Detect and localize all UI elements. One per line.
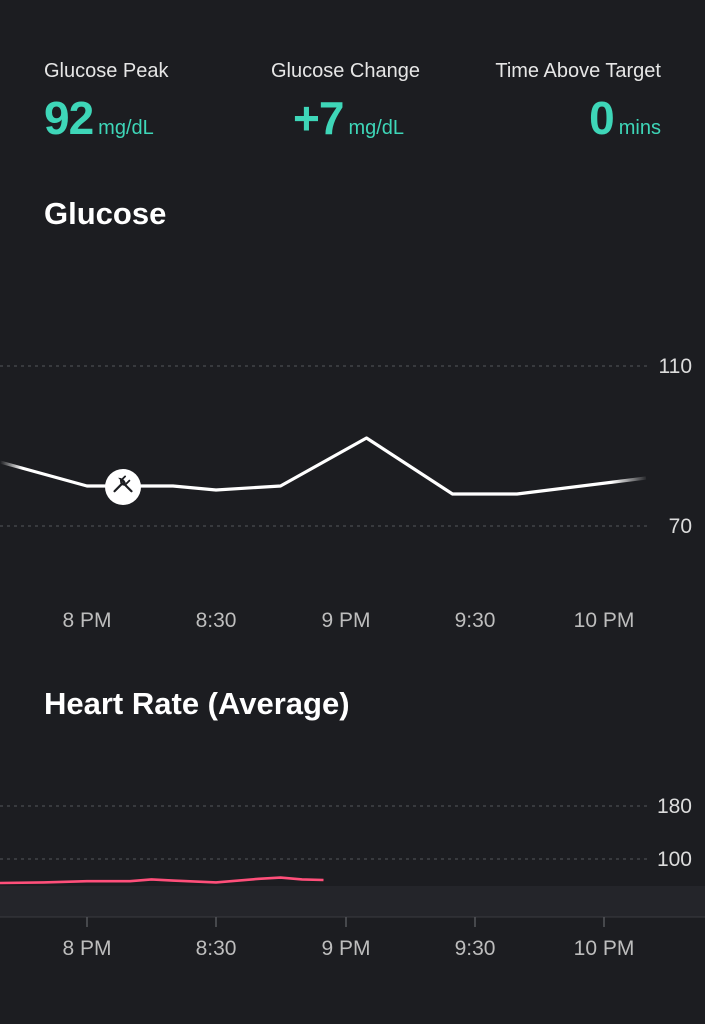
- heart-rate-x-tick-label: 9:30: [455, 937, 496, 960]
- heart-rate-series-line: [0, 876, 324, 885]
- glucose-x-tick-label: 10 PM: [574, 609, 635, 632]
- glucose-peak-label: Glucose Peak: [44, 60, 169, 82]
- glucose-x-tick-label: 8:30: [196, 609, 237, 632]
- time-above-target-value: 0 mins: [495, 91, 661, 145]
- meal-marker[interactable]: [105, 469, 141, 505]
- glucose-peak-unit: mg/dL: [98, 117, 154, 139]
- glucose-chart[interactable]: 110 70 8 PM 8:30 9 PM 9:30 10 PM: [0, 355, 692, 632]
- heart-rate-band: [0, 886, 705, 917]
- heart-rate-chart[interactable]: 180 100 8 PM 8:30 9 PM 9:30 10 PM: [0, 795, 705, 960]
- glucose-change-label: Glucose Change: [271, 60, 420, 82]
- time-above-target-label: Time Above Target: [495, 60, 661, 82]
- glucose-peak-stat: Glucose Peak 92 mg/dL: [44, 60, 169, 145]
- time-above-target-stat: Time Above Target 0 mins: [495, 60, 661, 145]
- time-above-target-unit: mins: [618, 117, 661, 139]
- heart-rate-y-tick-label: 180: [657, 795, 692, 818]
- glucose-change-stat: Glucose Change +7 mg/dL: [271, 60, 420, 145]
- glucose-y-tick-label: 110: [659, 355, 692, 378]
- glucose-x-tick-label: 9:30: [455, 609, 496, 632]
- glucose-x-tick-label: 8 PM: [62, 609, 111, 632]
- glucose-left-fade: [0, 440, 22, 500]
- knife-icon: [118, 477, 133, 493]
- glucose-right-fade: [612, 455, 648, 500]
- heart-rate-x-tick-label: 8:30: [196, 937, 237, 960]
- glucose-change-unit: mg/dL: [348, 117, 405, 139]
- glucose-change-value: +7 mg/dL: [293, 91, 420, 145]
- time-above-target-number: 0: [589, 92, 615, 144]
- glucose-series-line: [0, 436, 647, 496]
- glucose-section-title: Glucose: [44, 196, 167, 231]
- heart-rate-x-tick-label: 8 PM: [62, 937, 111, 960]
- glucose-peak-value: 92 mg/dL: [44, 91, 169, 145]
- heart-rate-x-tick-label: 9 PM: [321, 937, 370, 960]
- glucose-x-tick-label: 9 PM: [321, 609, 370, 632]
- heart-rate-x-tick-label: 10 PM: [574, 937, 635, 960]
- meal-marker-circle[interactable]: [105, 469, 141, 505]
- glucose-peak-number: 92: [44, 92, 94, 144]
- heart-rate-y-tick-label: 100: [657, 848, 692, 871]
- heart-rate-section-title: Heart Rate (Average): [44, 686, 350, 721]
- glucose-y-tick-label: 70: [669, 515, 692, 538]
- glucose-change-number: +7: [293, 92, 344, 144]
